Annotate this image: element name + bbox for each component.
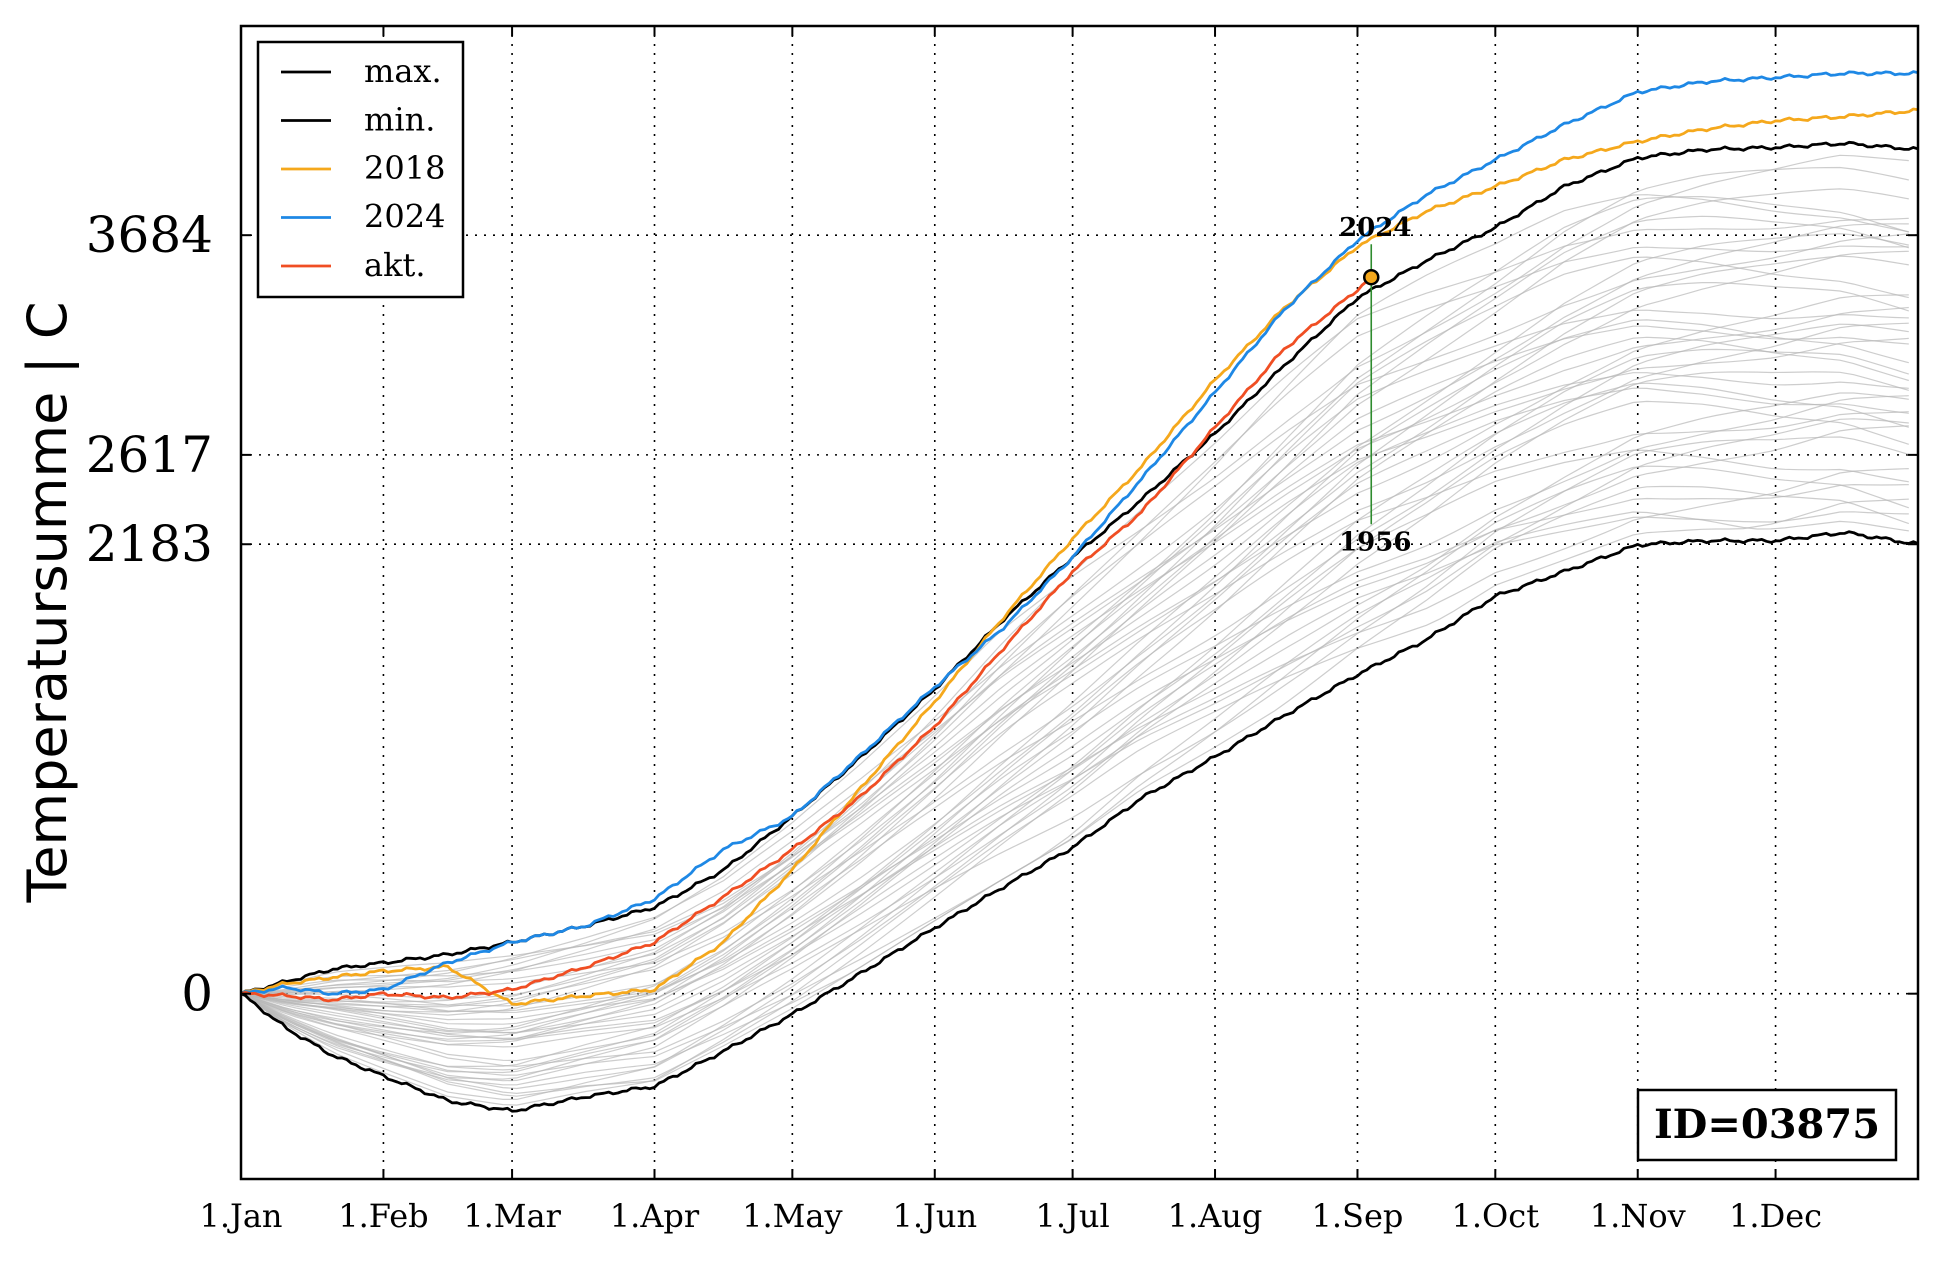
- legend-label: min.: [364, 101, 435, 139]
- background-year-line: [240, 436, 1909, 1074]
- background-year-line: [240, 294, 1909, 1033]
- background-year-line: [240, 498, 1909, 1106]
- legend-label: 2024: [364, 198, 445, 236]
- id-box: ID=03875: [1636, 1088, 1898, 1162]
- y-axis-label: Temperatursumme | C: [16, 301, 79, 903]
- background-year-line: [240, 255, 1909, 1013]
- background-year-line: [240, 468, 1909, 1100]
- y-tick-label: 0: [181, 965, 213, 1023]
- background-year-line: [240, 425, 1909, 1082]
- x-tick-label: 1.Aug: [1168, 1197, 1263, 1235]
- series-line-akt: [240, 274, 1373, 1003]
- grid-lines: [241, 26, 1918, 1179]
- axis-ticks: 1.Jan 1.Feb 1.Mar 1.Apr 1.May 1.Jun 1.Jul 1.Aug…: [86, 26, 1918, 1235]
- background-year-line: [240, 306, 1909, 1025]
- series-line-min: [240, 530, 1919, 1113]
- background-year-line: [240, 400, 1909, 1048]
- x-tick-label: 1.Jun: [892, 1197, 977, 1235]
- background-year-line: [240, 154, 1909, 995]
- annotation-layer: 2024 1956: [1339, 213, 1411, 557]
- x-tick-label: 1.Sep: [1312, 1197, 1404, 1235]
- background-year-line: [241, 215, 1909, 995]
- series-line-2018: [240, 107, 1919, 1006]
- background-year-line: [240, 483, 1909, 1090]
- background-year-line: [240, 245, 1909, 995]
- background-year-line: [240, 372, 1909, 1034]
- x-tick-label: 1.May: [742, 1197, 842, 1235]
- background-year-line: [240, 223, 1909, 1006]
- x-tick-label: 1.Feb: [338, 1197, 428, 1235]
- x-tick-label: 1.Dec: [1729, 1197, 1822, 1235]
- background-year-line: [240, 395, 1909, 1071]
- background-year-line: [240, 449, 1909, 1068]
- series-line-2024: [240, 70, 1919, 996]
- background-year-lines: [240, 154, 1910, 1106]
- background-year-line: [240, 387, 1909, 1040]
- legend-label: akt.: [364, 246, 426, 284]
- background-year-line: [240, 194, 1909, 995]
- legend-label: max.: [364, 52, 442, 90]
- y-tick-label: 2183: [86, 515, 213, 573]
- background-year-line: [240, 256, 1909, 995]
- range-top-label: 2024: [1339, 213, 1411, 243]
- x-tick-label: 1.Oct: [1452, 1197, 1540, 1235]
- background-year-line: [240, 166, 1909, 995]
- x-tick-label: 1.Mar: [463, 1197, 561, 1235]
- legend-label: 2018: [364, 149, 445, 187]
- background-year-line: [240, 465, 1909, 1076]
- x-tick-label: 1.Jan: [199, 1197, 282, 1235]
- x-tick-label: 1.Jul: [1036, 1197, 1110, 1235]
- background-year-line: [240, 511, 1909, 1097]
- series-lines: [240, 70, 1919, 1113]
- plot-frame: [239, 24, 1920, 1181]
- range-bottom-label: 1956: [1339, 527, 1411, 557]
- x-tick-label: 1.Apr: [610, 1197, 700, 1235]
- background-year-line: [240, 282, 1909, 1008]
- id-box-label: ID=03875: [1654, 1101, 1880, 1148]
- background-year-line: [240, 511, 1909, 1095]
- background-year-line: [240, 195, 1909, 995]
- background-year-line: [240, 348, 1909, 1035]
- background-year-line: [240, 319, 1909, 1013]
- y-tick-label: 3684: [86, 206, 213, 264]
- background-year-line: [240, 382, 1909, 1039]
- legend-items: max. min. 2018 2024 akt.: [281, 52, 445, 284]
- background-year-line: [240, 485, 1910, 1086]
- y-tick-label: 2617: [86, 426, 213, 484]
- background-year-line: [240, 336, 1909, 1021]
- x-tick-label: 1.Nov: [1590, 1197, 1686, 1235]
- current-value-marker: [1363, 268, 1380, 286]
- background-year-line: [240, 411, 1909, 1062]
- background-year-line: [240, 392, 1909, 1067]
- legend: max. min. 2018 2024 akt.: [256, 40, 465, 299]
- id-box-frame: [1636, 1088, 1898, 1162]
